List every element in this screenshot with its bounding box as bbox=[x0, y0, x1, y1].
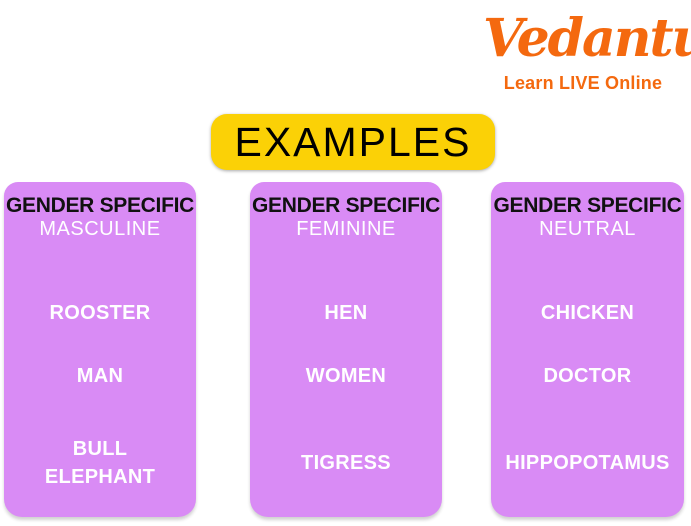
column-title: GENDER SPECIFIC bbox=[5, 194, 195, 217]
vedantu-logo: Vedantu Learn LIVE Online bbox=[483, 6, 691, 94]
column-masculine: GENDER SPECIFIC MASCULINE ROOSTER MAN BU… bbox=[4, 182, 196, 517]
word-item: ROOSTER bbox=[49, 302, 151, 324]
column-neutral: GENDER SPECIFIC NEUTRAL CHICKEN DOCTOR H… bbox=[491, 182, 684, 517]
column-title: GENDER SPECIFIC bbox=[251, 194, 441, 217]
word-item: TIGRESS bbox=[301, 452, 391, 474]
word-item: BULL ELEPHANT bbox=[44, 438, 156, 488]
word-item: CHICKEN bbox=[540, 302, 635, 324]
column-title: GENDER SPECIFIC bbox=[493, 194, 682, 217]
word-item: WOMEN bbox=[305, 365, 387, 387]
word-item: DOCTOR bbox=[543, 365, 632, 387]
vedantu-tagline: Learn LIVE Online bbox=[503, 73, 663, 93]
column-feminine: GENDER SPECIFIC FEMININE HEN WOMEN TIGRE… bbox=[250, 182, 442, 517]
word-item: HEN bbox=[324, 302, 368, 324]
word-item: HIPPOPOTAMUS bbox=[505, 452, 670, 474]
examples-banner: EXAMPLES bbox=[211, 114, 495, 170]
word-item: MAN bbox=[76, 365, 124, 387]
examples-banner-label: EXAMPLES bbox=[234, 118, 472, 165]
vedantu-wordmark: Vedantu bbox=[483, 8, 691, 69]
column-subtitle-masculine: MASCULINE bbox=[39, 218, 161, 240]
column-subtitle-neutral: NEUTRAL bbox=[539, 218, 636, 240]
column-subtitle-feminine: FEMININE bbox=[296, 218, 396, 240]
